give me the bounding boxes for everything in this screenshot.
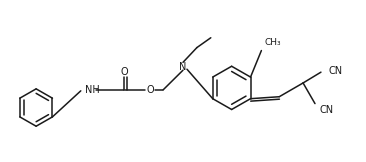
- Text: O: O: [121, 67, 128, 77]
- Text: O: O: [146, 85, 154, 95]
- Text: CN: CN: [329, 66, 343, 76]
- Text: N: N: [179, 62, 187, 72]
- Text: CN: CN: [320, 104, 334, 115]
- Text: CH₃: CH₃: [264, 38, 281, 47]
- Text: NH: NH: [85, 85, 100, 95]
